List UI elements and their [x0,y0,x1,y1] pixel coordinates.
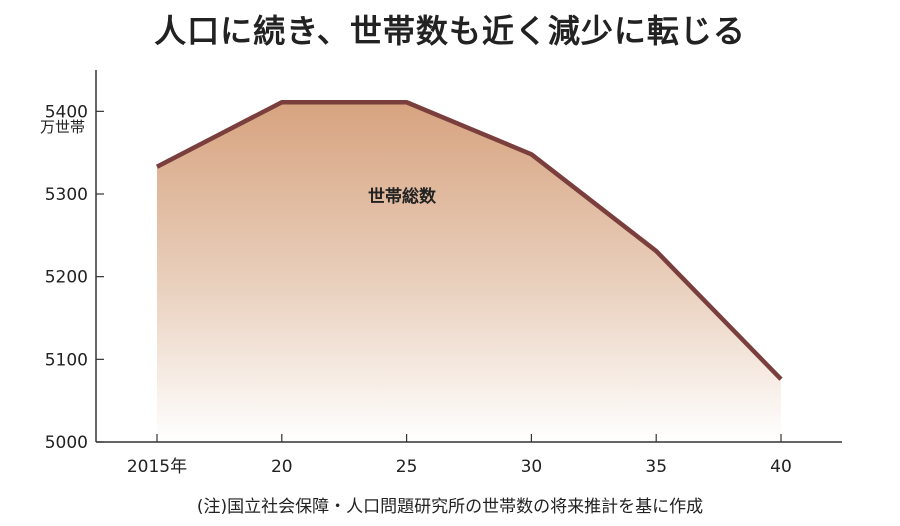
x-tick-label: 40 [770,457,792,477]
x-tick-label: 2015年 [127,457,187,477]
y-tick-label: 5000 [45,433,88,453]
y-tick-label: 5200 [45,268,88,288]
source-note: (注)国立社会保障・人口問題研究所の世帯数の将来推計を基に作成 [196,497,704,517]
chart-title: 人口に続き、世帯数も近く減少に転じる [154,12,746,50]
y-axis-unit: 万世帯 [40,118,86,136]
x-tick-label: 35 [645,457,667,477]
y-tick-label: 5400 [45,102,88,122]
y-tick-label: 5300 [45,185,88,205]
series-area [157,102,781,443]
series-label: 世帯総数 [368,186,437,207]
x-tick-label: 25 [396,457,418,477]
series-line [155,99,783,381]
x-tick-label: 20 [271,457,293,477]
x-tick-label: 30 [521,457,543,477]
y-tick-label: 5100 [45,350,88,370]
